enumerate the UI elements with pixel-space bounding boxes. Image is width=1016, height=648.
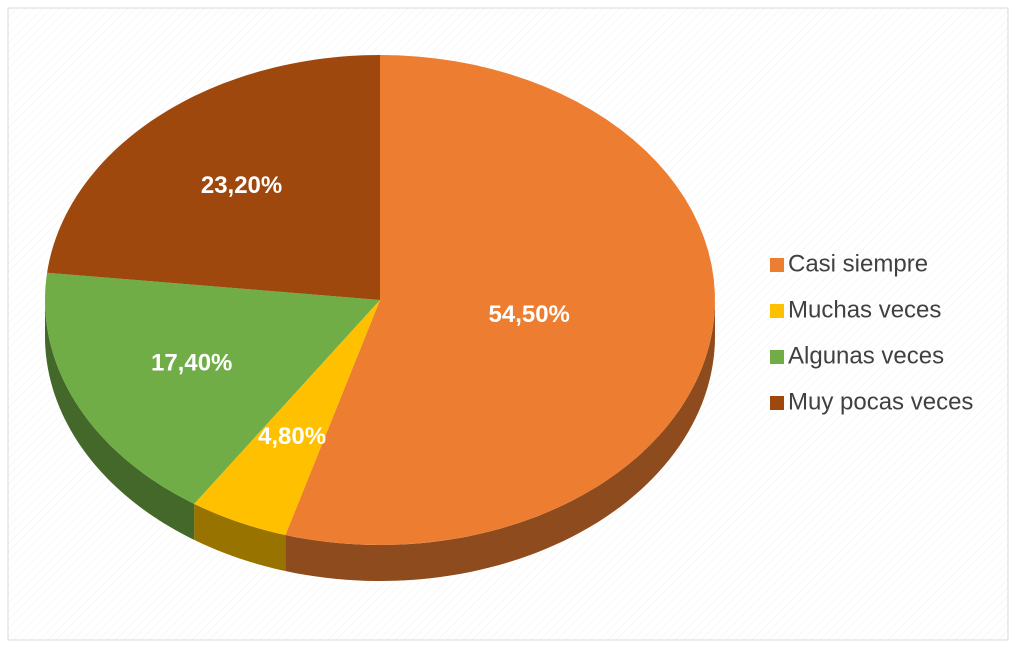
legend-label: Algunas veces — [788, 342, 944, 369]
slice-side — [285, 300, 715, 581]
slice-side — [194, 503, 286, 572]
legend-swatch — [770, 258, 784, 272]
slice-side-shade — [285, 300, 715, 581]
legend-swatch — [770, 396, 784, 410]
legend-swatch — [770, 350, 784, 364]
value-label: 54,50% — [489, 301, 570, 328]
value-label: 17,40% — [151, 349, 232, 376]
slice — [47, 55, 381, 300]
slice-side-shade — [45, 300, 195, 540]
slice — [194, 300, 380, 536]
slice-side — [45, 300, 195, 540]
slice — [285, 55, 715, 545]
slice — [45, 272, 380, 504]
slice-side-shade — [194, 503, 286, 572]
legend-swatch — [770, 304, 784, 318]
legend-label: Muchas veces — [788, 296, 941, 323]
value-label: 23,20% — [201, 172, 282, 199]
legend-label: Muy pocas veces — [788, 388, 973, 415]
legend-label: Casi siempre — [788, 250, 928, 277]
value-label: 4,80% — [258, 423, 326, 450]
